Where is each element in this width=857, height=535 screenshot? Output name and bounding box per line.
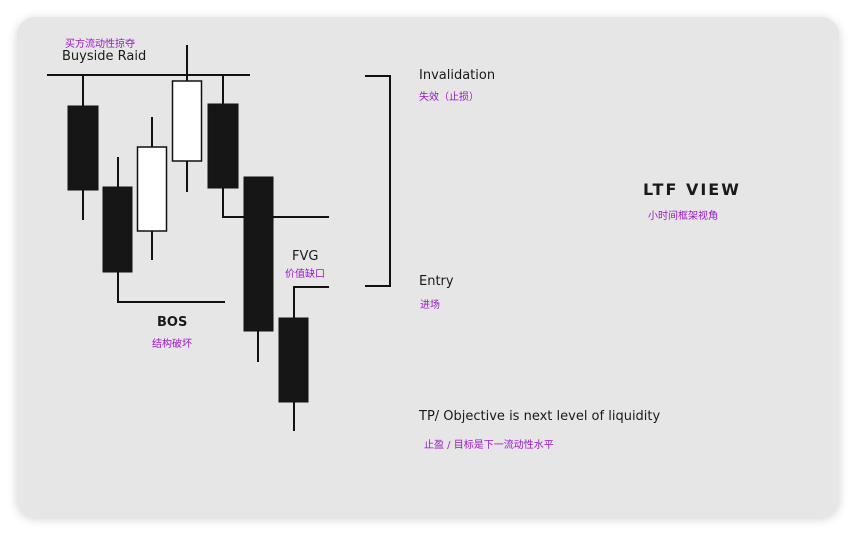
buyside-raid-cn-label: 买方流动性掠夺 [65, 39, 135, 50]
bos-cn-label: 结构破坏 [152, 339, 192, 350]
invalidation-cn-label: 失效（止损） [419, 92, 479, 103]
tp-objective-label: TP/ Objective is next level of liquidity [419, 409, 661, 424]
fvg-label: FVG [292, 249, 319, 264]
buyside-raid-label: Buyside Raid [62, 49, 147, 64]
bracket-icon [365, 75, 391, 287]
candle-6-bearish [243, 176, 274, 362]
invalidation-label: Invalidation [419, 68, 496, 83]
ltf-view-cn-label: 小时间框架视角 [648, 211, 718, 222]
candle-4-bullish [171, 45, 203, 192]
bos-label: BOS [157, 315, 188, 330]
fvg-cn-label: 价值缺口 [285, 269, 325, 280]
diagram-card [17, 17, 839, 517]
candle-1-bearish [67, 75, 99, 220]
candle-2-bearish [102, 157, 133, 302]
entry-label: Entry [419, 274, 454, 289]
entry-cn-label: 进场 [420, 300, 440, 311]
ltf-view-title: LTF VIEW [643, 180, 741, 199]
candle-7-bearish [278, 286, 309, 431]
candle-5-bearish [207, 75, 239, 217]
tp-objective-cn-label: 止盈 / 目标是下一流动性水平 [424, 440, 554, 451]
candle-3-bullish [136, 117, 168, 260]
